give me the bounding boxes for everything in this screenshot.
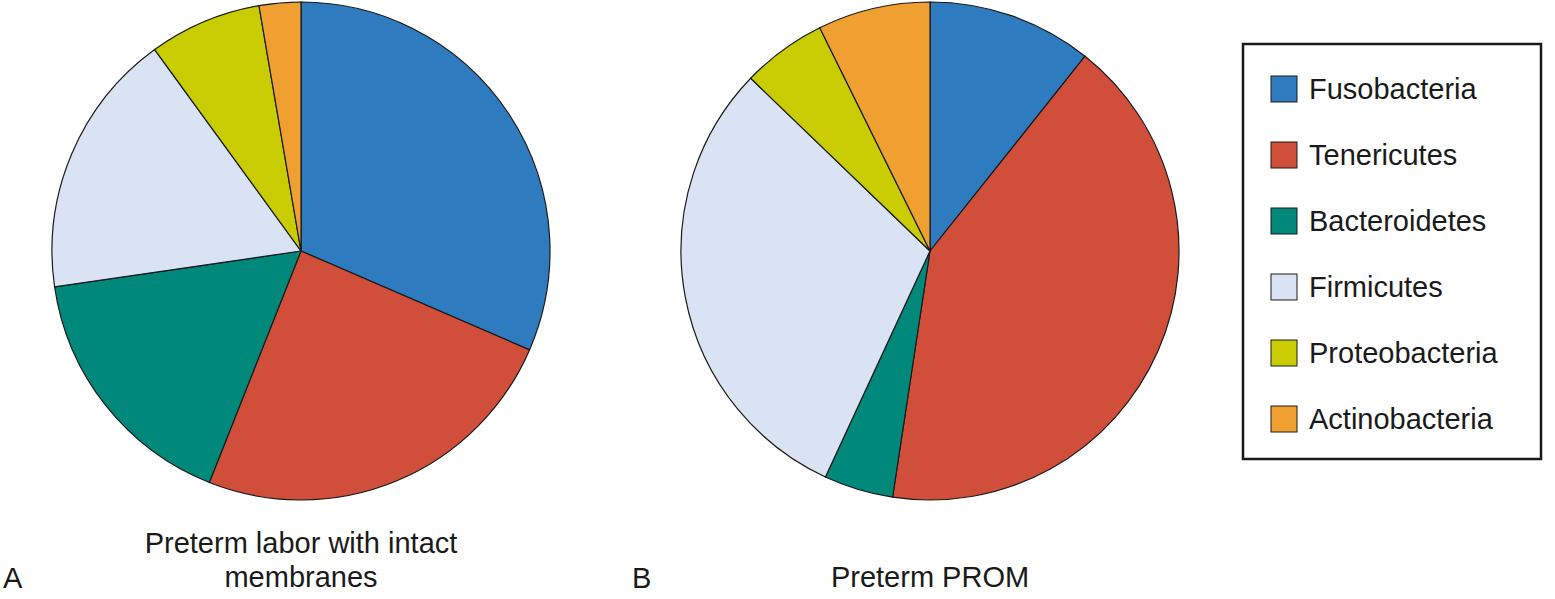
legend-swatch: [1271, 340, 1297, 366]
pie-slice: [259, 2, 301, 251]
legend-swatch: [1271, 406, 1297, 432]
legend-label: Bacteroidetes: [1309, 205, 1486, 237]
legend-label: Fusobacteria: [1309, 73, 1478, 105]
pie-slice: [55, 251, 301, 483]
pie-caption: Preterm labor with intactmembranes: [145, 527, 458, 593]
caption-line: Preterm PROM: [831, 561, 1029, 593]
legend-swatch: [1271, 208, 1297, 234]
legend-label: Tenericutes: [1309, 139, 1457, 171]
legend-label: Firmicutes: [1309, 271, 1443, 303]
legend-swatch: [1271, 274, 1297, 300]
chart: Preterm labor with intactmembranes A Prete…: [0, 0, 1555, 599]
panel-label: A: [3, 562, 23, 594]
legend-swatch: [1271, 76, 1297, 102]
legend-frame: [1243, 44, 1541, 459]
pie: [52, 2, 550, 500]
legend-label: Proteobacteria: [1309, 337, 1498, 369]
legend-label: Actinobacteria: [1309, 403, 1494, 435]
caption-line: membranes: [224, 561, 377, 593]
legend-swatch: [1271, 142, 1297, 168]
legend: Fusobacteria Tenericutes Bacteroidetes Firm…: [1243, 44, 1541, 459]
pie-caption: Preterm PROM: [831, 561, 1029, 593]
pie: [681, 2, 1179, 500]
pie-slice: [893, 56, 1179, 500]
pie-slice: [820, 2, 930, 251]
caption-line: Preterm labor with intact: [145, 527, 458, 559]
panel-label: B: [632, 562, 651, 594]
